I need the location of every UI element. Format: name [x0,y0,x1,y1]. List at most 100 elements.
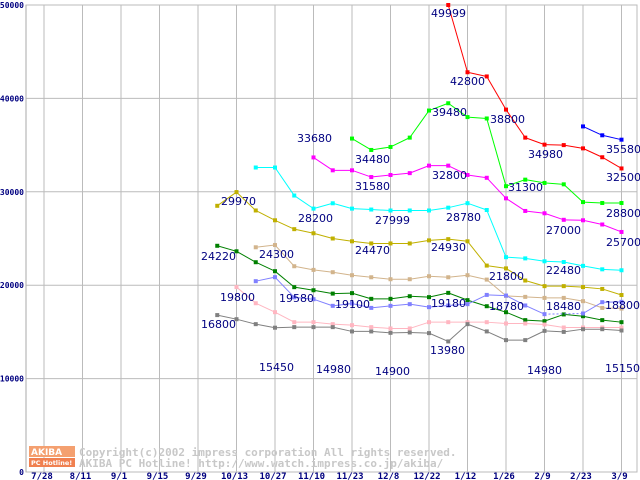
series-segment [409,165,430,174]
data-point [561,143,566,148]
data-point [388,208,393,213]
series-segment [371,276,391,280]
data-point [542,211,547,216]
series-segment [313,289,333,295]
x-tick-label: 2/23 [570,472,592,480]
data-point [504,184,508,189]
series-segment [236,250,256,263]
data-point [273,325,277,330]
series-segment [255,210,276,221]
series-blue [581,124,624,142]
series-segment [390,137,410,148]
data-point [311,206,316,211]
x-tick-label: 9/29 [185,472,207,480]
series-segment [525,322,545,326]
series-segment [525,137,545,146]
data-point [292,193,297,198]
data-point [253,301,258,306]
data-point [484,292,489,297]
series-segment [467,240,488,266]
data-point [581,263,585,268]
data-point [273,165,277,170]
data-point [292,320,297,325]
data-label: 27999 [375,214,410,227]
series-segment [563,183,584,203]
series-segment [255,323,276,329]
data-point [600,133,605,138]
data-point [619,229,624,234]
series-magenta [311,155,624,234]
data-point [561,325,566,330]
data-point [253,322,258,327]
series-segment [467,274,487,281]
data-point [523,294,528,299]
data-point [600,267,605,272]
data-point [330,168,335,173]
series-segment [525,296,545,299]
series-segment [313,232,333,239]
logo-top-text: AKIBA [31,448,62,458]
series-segment [274,219,295,230]
data-label: 24220 [201,250,236,263]
data-point [427,274,431,279]
data-point [523,256,528,261]
data-point [581,146,585,151]
data-label: 24930 [431,241,466,254]
data-label: 39480 [432,106,467,119]
data-point [350,273,354,278]
series-segment [332,326,353,332]
data-point [465,172,470,177]
data-point [350,206,354,211]
data-point [619,166,624,171]
data-label: 29970 [221,195,256,208]
data-point [350,329,354,334]
series-segment [448,165,468,176]
data-point [561,217,566,222]
series-segment [274,311,295,323]
series-cyan [253,165,624,273]
data-point [234,317,239,322]
series-segment [409,239,430,244]
data-point [523,208,528,213]
data-point [330,201,335,206]
grid [25,4,638,473]
data-point [446,320,451,325]
series-segment [563,261,584,267]
x-tick-label: 10/27 [259,472,286,480]
data-point [600,286,605,291]
series-segment [563,297,584,302]
series-segment [525,179,545,184]
data-label: 31300 [508,181,543,194]
data-point [446,303,451,308]
data-point [561,182,566,187]
data-point [330,322,335,327]
data-point [600,155,605,160]
watermark: AKIBA PC Hotline! Copyright(c)2002 impre… [29,446,457,470]
data-point [350,168,354,173]
data-point [388,303,393,308]
data-label: 15150 [605,362,640,375]
data-point [253,245,258,250]
series-segment [216,191,237,207]
x-tick-label: 11/23 [336,472,363,480]
series-segment [274,244,295,267]
series-segment [313,321,333,325]
data-point [619,137,624,142]
series-segment [486,76,507,110]
data-label: 16800 [201,318,236,331]
data-point [369,175,374,180]
series-segment [505,311,526,321]
series-segment [332,202,353,210]
series-segment [371,146,391,151]
data-point [427,208,431,213]
data-point [542,328,547,333]
data-point [465,115,470,120]
series-segment [467,323,487,332]
data-point [215,313,220,318]
series-segment [428,102,449,112]
data-point [215,243,220,248]
data-point [388,296,393,301]
series-lime [350,101,624,206]
series-segment [409,275,430,280]
